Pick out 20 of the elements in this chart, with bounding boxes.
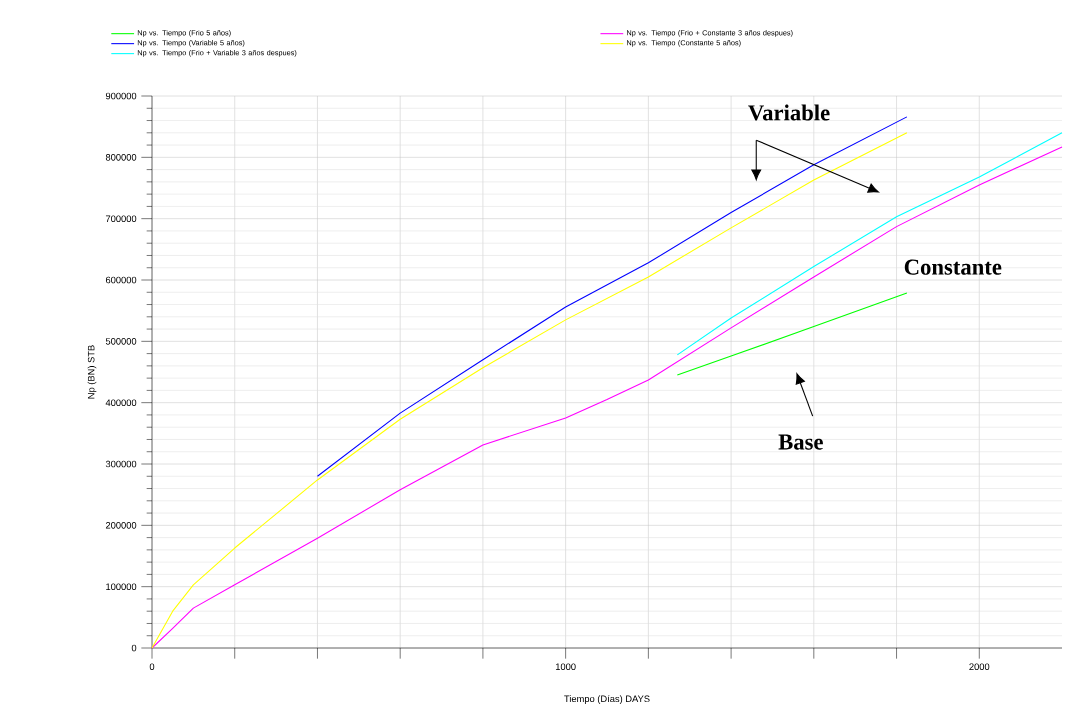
y-axis-title: Np (BN) STB (87, 345, 97, 399)
y-tick-label: 100000 (106, 583, 137, 590)
x-tick-label: 1000 (555, 663, 576, 670)
y-tick-label: 200000 (105, 522, 137, 529)
y-tick-label: 300000 (105, 460, 137, 468)
y-tick-label: 500000 (105, 338, 137, 345)
x-tick-label: 2000 (969, 663, 990, 670)
annotation: Constante (904, 259, 1002, 275)
annotation: Base (778, 434, 823, 450)
y-tick-label: 400000 (105, 399, 137, 406)
y-tick-label: 600000 (105, 276, 137, 284)
y-tick-label: 0 (131, 644, 137, 652)
x-tick-label: 0 (149, 663, 155, 670)
line-series (676, 132, 1063, 356)
x-axis-title: Tiempo (Días) DAYS (564, 695, 650, 704)
line-series (676, 292, 908, 376)
y-tick-label: 900000 (105, 92, 137, 100)
y-tick-label: 700000 (105, 215, 137, 222)
y-tick-label: 800000 (105, 154, 137, 161)
annotation: Variable (748, 104, 830, 121)
